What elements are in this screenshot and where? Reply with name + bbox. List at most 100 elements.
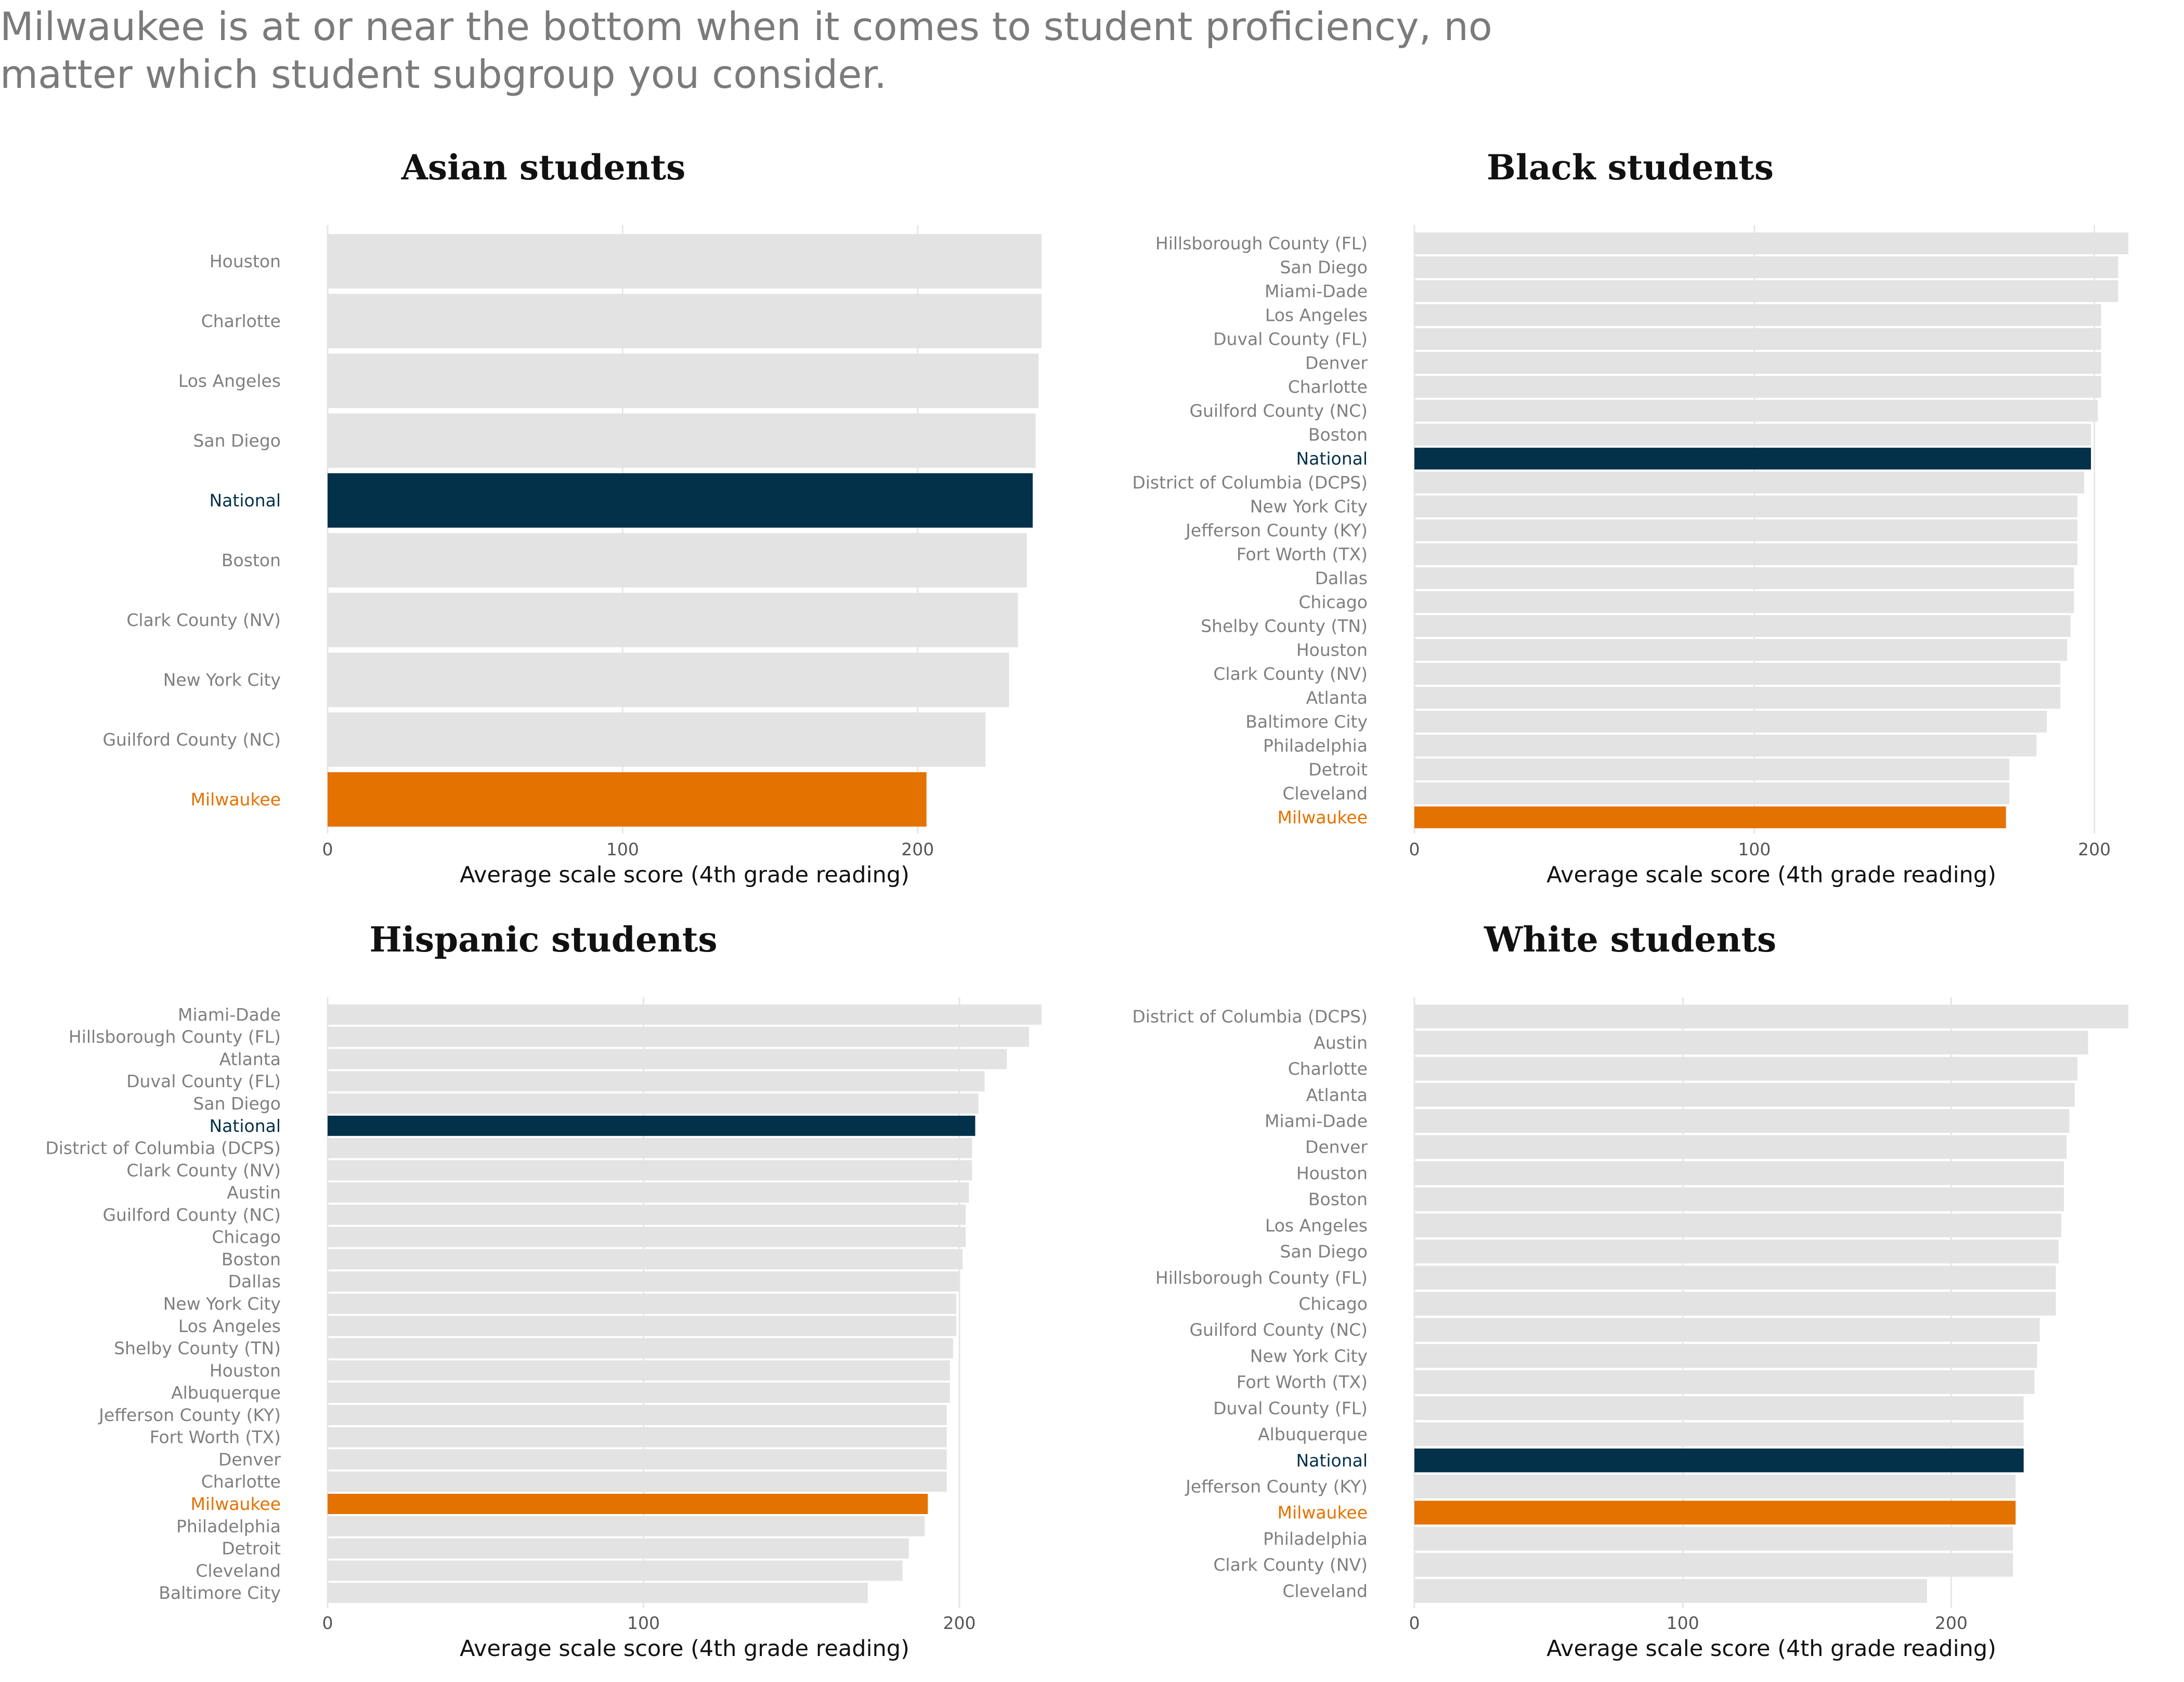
category-label: Houston <box>1296 1163 1368 1183</box>
tick-label: 100 <box>1667 1613 1699 1633</box>
category-label: Fort Worth (TX) <box>1237 1372 1368 1392</box>
category-label: Milwaukee <box>1278 1503 1368 1523</box>
bar-detroit <box>1414 759 2010 780</box>
category-label: Boston <box>1308 425 1368 445</box>
category-label: Milwaukee <box>191 789 281 810</box>
category-label: Los Angeles <box>178 371 281 391</box>
tick-label: 200 <box>943 1613 976 1633</box>
category-label: Hillsborough County (FL) <box>1155 233 1368 254</box>
category-label: Denver <box>1305 1137 1368 1157</box>
tick-label: 200 <box>901 839 934 859</box>
category-label: Albuquerque <box>171 1383 281 1403</box>
bar-new-york-city <box>328 653 1009 707</box>
bar-los-angeles <box>328 1315 956 1336</box>
category-label: Atlanta <box>1306 688 1368 708</box>
category-label: Baltimore City <box>1245 712 1368 732</box>
bar-san-diego <box>1414 1240 2059 1263</box>
category-label: Philadelphia <box>1263 736 1368 756</box>
category-label: District of Columbia (DCPS) <box>1132 1007 1368 1027</box>
category-label: Hillsborough County (FL) <box>69 1027 281 1047</box>
category-label: Guilford County (NC) <box>1189 401 1368 421</box>
category-label: Dallas <box>1315 568 1368 589</box>
category-label: Guilford County (NC) <box>102 729 281 750</box>
bar-boston <box>328 1249 963 1270</box>
category-label: Guilford County (NC) <box>102 1205 281 1225</box>
category-label: Dallas <box>228 1271 281 1292</box>
bar-guilford-county-nc <box>328 712 986 767</box>
category-label: New York City <box>163 1294 281 1314</box>
bar-atlanta <box>1414 1083 2075 1107</box>
bar-san-diego <box>328 1093 979 1114</box>
bar-hillsborough-county-fl <box>1414 1266 2056 1290</box>
tick-label: 200 <box>1935 1613 1968 1633</box>
category-label: New York City <box>1250 1346 1368 1366</box>
category-label: Chicago <box>1298 1294 1368 1314</box>
bar-national <box>328 1115 976 1136</box>
category-label: National <box>209 490 281 511</box>
category-label: Fort Worth (TX) <box>150 1427 281 1448</box>
category-label: Duval County (FL) <box>1213 329 1368 349</box>
category-label: Chicago <box>1298 592 1368 612</box>
category-label: Philadelphia <box>176 1516 281 1536</box>
bar-boston <box>328 533 1027 588</box>
bar-fort-worth-tx <box>1414 1370 2035 1394</box>
category-label: Houston <box>210 1360 281 1380</box>
bar-new-york-city <box>1414 1344 2037 1368</box>
bar-cleveland <box>328 1560 903 1581</box>
bar-cleveland <box>1414 1579 1927 1603</box>
category-label: Cleveland <box>1282 1581 1368 1601</box>
bar-austin <box>1414 1031 2088 1055</box>
bar-national <box>1414 1448 2024 1472</box>
bar-fort-worth-tx <box>328 1427 947 1448</box>
bar-albuquerque <box>1414 1422 2024 1446</box>
category-label: Hillsborough County (FL) <box>1155 1268 1368 1288</box>
panel-title: White students <box>1484 919 1776 960</box>
category-label: Cleveland <box>196 1560 281 1581</box>
category-label: Atlanta <box>219 1049 281 1069</box>
category-label: Boston <box>1308 1189 1368 1209</box>
category-label: Guilford County (NC) <box>1189 1320 1368 1340</box>
category-label: Boston <box>222 1249 281 1269</box>
bar-san-diego <box>328 413 1036 468</box>
category-label: Denver <box>1305 353 1368 373</box>
category-label: Baltimore City <box>159 1583 281 1603</box>
category-label: Clark County (NV) <box>126 1160 281 1180</box>
bar-jefferson-county-ky <box>1414 519 2077 541</box>
bar-atlanta <box>1414 687 2061 709</box>
category-label: Charlotte <box>201 311 281 331</box>
x-axis-title: Average scale score (4th grade reading) <box>1546 862 1996 888</box>
bar-shelby-county-tn <box>328 1338 953 1359</box>
bar-guilford-county-nc <box>1414 1318 2040 1342</box>
category-label: Houston <box>210 251 281 271</box>
bar-houston <box>328 1360 950 1381</box>
category-label: Miami-Dade <box>178 1005 281 1025</box>
bar-duval-county-fl <box>1414 328 2101 350</box>
bar-charlotte <box>328 294 1042 348</box>
category-label: Milwaukee <box>1278 807 1368 828</box>
category-label: National <box>1296 1450 1368 1470</box>
category-label: Milwaukee <box>191 1494 281 1514</box>
bar-shelby-county-tn <box>1414 615 2071 637</box>
bar-clark-county-nv <box>1414 663 2061 685</box>
category-label: Detroit <box>1308 760 1368 780</box>
bar-miami-dade <box>1414 1109 2070 1133</box>
category-label: Cleveland <box>1282 784 1368 804</box>
bar-houston <box>328 234 1042 289</box>
category-label: San Diego <box>1280 257 1368 278</box>
bar-national <box>328 473 1033 528</box>
panel-title: Asian students <box>401 147 686 188</box>
bar-boston <box>1414 424 2091 446</box>
category-label: Fort Worth (TX) <box>1237 544 1368 565</box>
bar-baltimore-city <box>328 1583 868 1603</box>
bar-denver <box>328 1449 947 1470</box>
bar-clark-county-nv <box>328 1160 972 1181</box>
bar-district-of-columbia-dcps <box>1414 472 2085 493</box>
category-label: New York City <box>1250 497 1368 517</box>
bar-philadelphia <box>1414 735 2037 757</box>
category-label: Shelby County (TN) <box>114 1338 281 1359</box>
bar-national <box>1414 448 2091 470</box>
category-label: Houston <box>1296 640 1368 660</box>
tick-label: 0 <box>1409 839 1420 859</box>
category-label: Clark County (NV) <box>126 610 281 630</box>
